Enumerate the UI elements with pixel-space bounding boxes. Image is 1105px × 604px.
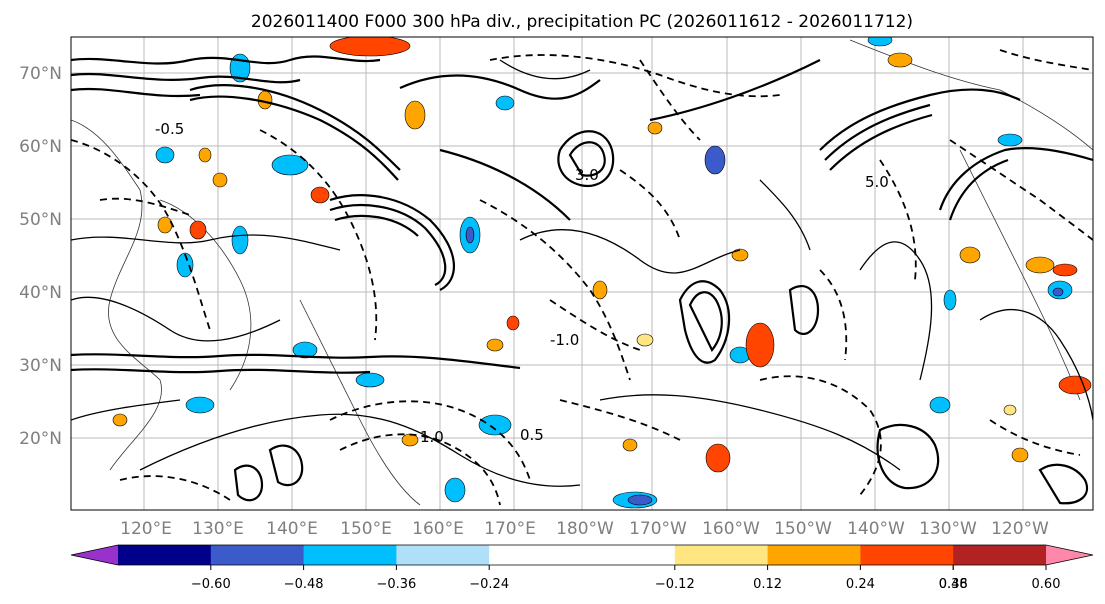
lon-label: 170°E	[484, 519, 536, 539]
contours-solid	[71, 55, 1093, 505]
lon-label: 130°W	[919, 519, 977, 539]
lon-label: 120°E	[120, 519, 172, 539]
colorbar-extend-right	[1046, 545, 1093, 565]
lat-labels: 70°N 60°N 50°N 40°N 30°N 20°N	[19, 64, 62, 449]
colorbar-tick-label: 0.36	[939, 577, 968, 592]
contour-label: 3.0	[575, 166, 599, 184]
colorbar-cell	[953, 545, 1047, 565]
colorbar-cell	[582, 545, 676, 565]
contour-label: -0.5	[155, 120, 184, 138]
contour-label: -1.0	[550, 331, 579, 349]
colorbar-outline	[70, 544, 1094, 566]
colorbar-tick-label: −0.36	[376, 577, 416, 592]
lat-label: 30°N	[19, 356, 62, 376]
colorbar-cell	[767, 545, 861, 565]
colorbar-cell	[396, 545, 490, 565]
contour-labels: 5.0 0.5 -0.5 1.0 -1.0 3.0	[155, 120, 889, 446]
colorbar-tick-label: −0.24	[469, 577, 509, 592]
contours-dashed	[71, 49, 1093, 506]
colorbar-cell	[489, 545, 583, 565]
lon-label: 160°E	[412, 519, 464, 539]
contour-label: 0.5	[520, 426, 544, 444]
colorbar-cells	[118, 545, 1047, 565]
colorbar-cell	[118, 545, 212, 565]
precip-shading	[112, 37, 1092, 509]
gridlines	[71, 37, 1093, 510]
lon-labels: 120°E 130°E 140°E 150°E 160°E 170°E 180°…	[120, 519, 1049, 539]
chart-title: 2026011400 F000 300 hPa div., precipitat…	[251, 12, 913, 32]
lat-label: 50°N	[19, 210, 62, 230]
lon-label: 160°W	[702, 519, 760, 539]
lat-label: 40°N	[19, 283, 62, 303]
lat-label: 70°N	[19, 64, 62, 84]
colorbar: −0.60 −0.48 −0.36 −0.24 −0.12 0.12 0.24 0.360.4…	[70, 544, 1094, 592]
colorbar-tick-label: −0.48	[284, 577, 324, 592]
lon-label: 140°W	[847, 519, 905, 539]
lon-label: 180°W	[556, 519, 614, 539]
colorbar-extend-left	[71, 545, 118, 565]
colorbar-tick-label: 0.60	[1032, 577, 1061, 592]
colorbar-cell	[303, 545, 397, 565]
contour-label: 5.0	[865, 173, 889, 191]
map-content: 5.0 0.5 -0.5 1.0 -1.0 3.0	[71, 37, 1093, 510]
lon-label: 150°E	[340, 519, 392, 539]
contour-label: 1.0	[420, 428, 444, 446]
colorbar-tick-label: 0.48	[939, 577, 968, 592]
lon-label: 140°E	[266, 519, 318, 539]
colorbar-tick-label: 0.24	[846, 577, 875, 592]
lon-label: 150°W	[774, 519, 832, 539]
lat-label: 60°N	[19, 137, 62, 157]
colorbar-cell	[210, 545, 305, 565]
lat-label: 20°N	[19, 429, 62, 449]
lon-label: 120°W	[991, 519, 1049, 539]
colorbar-tick-label: −0.12	[655, 577, 695, 592]
map-panel: 5.0 0.5 -0.5 1.0 -1.0 3.0	[70, 36, 1094, 511]
contours-thin	[71, 59, 1093, 487]
colorbar-cell	[674, 545, 769, 565]
lon-label: 170°W	[629, 519, 687, 539]
lon-label: 130°E	[192, 519, 244, 539]
colorbar-tick-label: 0.12	[753, 577, 782, 592]
map-frame	[70, 36, 1094, 511]
colorbar-tick-label: −0.60	[191, 577, 231, 592]
colorbar-cell	[860, 545, 954, 565]
colorbar-ticks: −0.60 −0.48 −0.36 −0.24 −0.12 0.12 0.24 0.360.4…	[191, 565, 1061, 592]
